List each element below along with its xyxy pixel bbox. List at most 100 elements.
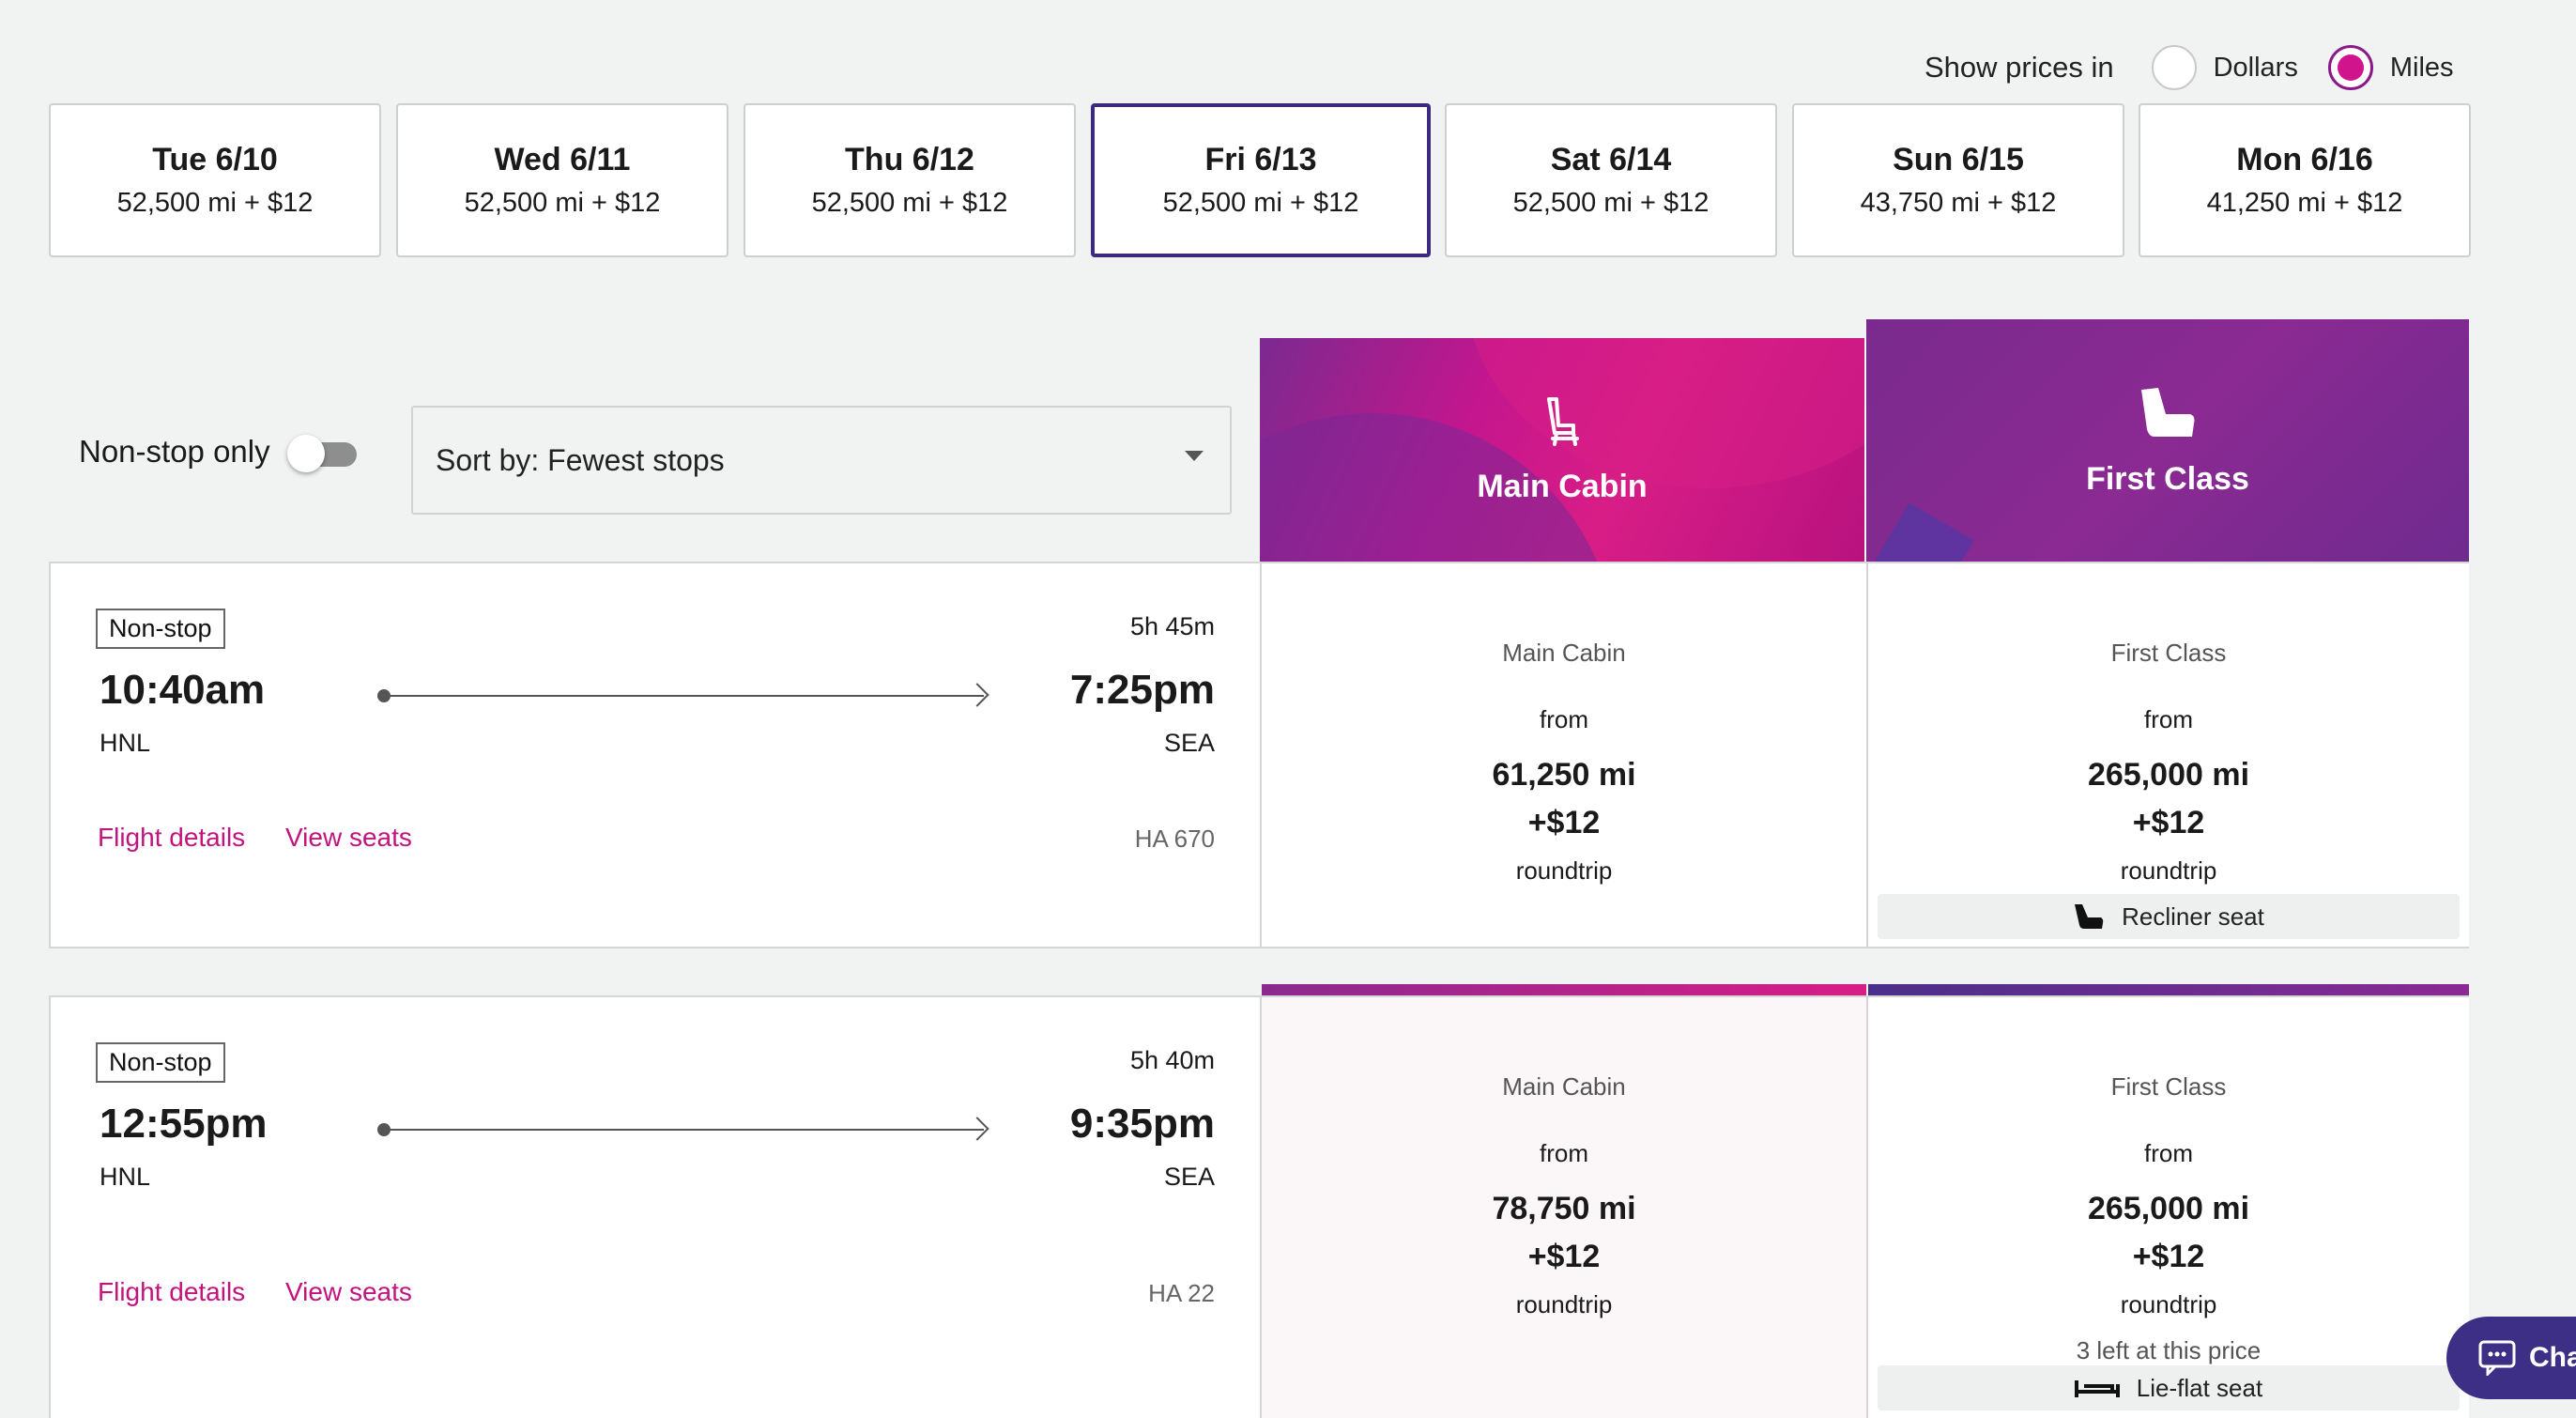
price-from: from <box>1540 705 1588 733</box>
date-tab-day: Tue 6/10 <box>152 142 278 177</box>
seat-icon <box>1547 396 1579 446</box>
header-decoration <box>1466 338 1864 488</box>
first-class-price[interactable]: First Class from 265,000 mi +$12 roundtr… <box>1866 563 2469 947</box>
date-tab-day: Mon 6/16 <box>2236 142 2373 177</box>
chevron-down-icon <box>1185 451 1204 461</box>
flight-info: Non-stop 5h 45m 10:40am 7:25pm HNL SEA F… <box>51 563 1260 947</box>
seat-type-label: Lie-flat seat <box>2136 1373 2263 1402</box>
arrow-right-icon <box>965 683 989 707</box>
flight-info: Non-stop 5h 40m 12:55pm 9:35pm HNL SEA F… <box>51 997 1260 1418</box>
date-tab-price: 41,250 mi + $12 <box>2206 188 2403 218</box>
date-tab-price: 52,500 mi + $12 <box>1162 188 1359 218</box>
miles-label: Miles <box>2389 52 2454 83</box>
dollars-option[interactable]: Dollars <box>2151 45 2298 90</box>
trip-type: roundtrip <box>1515 1290 1613 1318</box>
departure-time: 12:55pm <box>100 1101 268 1147</box>
price-from: from <box>2144 1139 2193 1167</box>
sort-dropdown[interactable]: Sort by: Fewest stops <box>411 406 1232 515</box>
trip-type: roundtrip <box>2120 856 2217 885</box>
flight-duration: 5h 40m <box>1129 1046 1215 1074</box>
date-tab-day: Sun 6/15 <box>1893 142 2024 177</box>
flight-duration: 5h 45m <box>1129 612 1215 640</box>
price-display-toggle: Show prices in Dollars Miles <box>1924 45 2484 90</box>
nonstop-badge: Non-stop <box>96 1042 225 1083</box>
toggle-knob <box>286 435 325 472</box>
date-tab-day: Thu 6/12 <box>845 142 974 177</box>
cabin-name: Main Cabin <box>1502 639 1626 667</box>
origin-dot <box>377 1123 391 1136</box>
price-from: from <box>1540 1139 1588 1167</box>
price-miles: 265,000 mi <box>2087 1191 2250 1226</box>
arrival-airport: SEA <box>1163 729 1215 757</box>
price-toggle-label: Show prices in <box>1924 51 2114 84</box>
arrival-time: 7:25pm <box>1069 667 1215 713</box>
date-tab-price: 52,500 mi + $12 <box>116 188 314 218</box>
flight-details-link[interactable]: Flight details <box>98 1277 246 1306</box>
first-class-title: First Class <box>2086 460 2249 497</box>
main-cabin-price[interactable]: Main Cabin from 78,750 mi +$12 roundtrip <box>1260 984 1866 1418</box>
cabin-name: First Class <box>2110 1072 2227 1101</box>
seat-type-label: Recliner seat <box>2122 902 2264 931</box>
date-tab-sun[interactable]: Sun 6/15 43,750 mi + $12 <box>1792 103 2124 257</box>
dollars-label: Dollars <box>2213 52 2298 83</box>
date-tab-price: 43,750 mi + $12 <box>1860 188 2057 218</box>
dollars-radio[interactable] <box>2151 45 2197 90</box>
date-tab-day: Sat 6/14 <box>1550 142 1672 177</box>
view-seats-link[interactable]: View seats <box>285 1277 412 1306</box>
cabin-color-bar <box>1262 984 1866 995</box>
departure-time: 10:40am <box>100 667 266 713</box>
price-tax: +$12 <box>1527 805 1601 840</box>
price-tax: +$12 <box>2132 1239 2205 1274</box>
view-seats-link[interactable]: View seats <box>285 823 412 852</box>
route-line <box>377 1117 989 1141</box>
miles-radio[interactable] <box>2327 45 2373 90</box>
price-miles: 78,750 mi <box>1492 1191 1636 1226</box>
nonstop-filter: Non-stop only <box>79 434 359 472</box>
first-class-seat-icon <box>2141 387 2195 437</box>
date-tab-mon[interactable]: Mon 6/16 41,250 mi + $12 <box>2139 103 2471 257</box>
date-tab-thu[interactable]: Thu 6/12 52,500 mi + $12 <box>744 103 1076 257</box>
date-tab-wed[interactable]: Wed 6/11 52,500 mi + $12 <box>396 103 728 257</box>
date-tab-sat[interactable]: Sat 6/14 52,500 mi + $12 <box>1445 103 1777 257</box>
nonstop-label: Non-stop only <box>79 434 270 469</box>
cabin-color-bar <box>1868 984 2469 995</box>
nonstop-badge: Non-stop <box>96 609 225 649</box>
price-tax: +$12 <box>2132 805 2205 840</box>
arrival-time: 9:35pm <box>1069 1101 1215 1147</box>
arrow-right-icon <box>965 1117 989 1141</box>
lie-flat-seat-icon <box>2074 1380 2120 1397</box>
miles-option[interactable]: Miles <box>2327 45 2454 90</box>
route-line <box>377 683 989 707</box>
date-tab-fri[interactable]: Fri 6/13 52,500 mi + $12 <box>1091 103 1431 257</box>
main-cabin-title: Main Cabin <box>1477 468 1648 504</box>
recliner-seat-icon <box>2075 904 2104 929</box>
date-tab-price: 52,500 mi + $12 <box>1512 188 1710 218</box>
price-miles: 265,000 mi <box>2087 757 2250 793</box>
first-class-header: First Class <box>1866 319 2469 563</box>
header-decoration <box>1871 502 1974 563</box>
nonstop-toggle[interactable] <box>286 435 359 472</box>
first-class-price[interactable]: First Class from 265,000 mi +$12 roundtr… <box>1866 984 2469 1418</box>
flight-details-link[interactable]: Flight details <box>98 823 246 852</box>
date-tab-tue[interactable]: Tue 6/10 52,500 mi + $12 <box>49 103 381 257</box>
flight-row: Non-stop 5h 40m 12:55pm 9:35pm HNL SEA F… <box>49 984 2469 1418</box>
departure-airport: HNL <box>100 1163 151 1191</box>
seats-left-notice: 3 left at this price <box>2076 1336 2262 1364</box>
price-tax: +$12 <box>1527 1239 1601 1274</box>
seat-type-pill: Recliner seat <box>1878 894 2460 939</box>
origin-dot <box>377 689 391 702</box>
chat-label: Cha <box>2529 1342 2576 1373</box>
arrival-airport: SEA <box>1163 1163 1215 1191</box>
date-tab-day: Fri 6/13 <box>1204 142 1317 177</box>
departure-airport: HNL <box>100 729 151 757</box>
date-tab-day: Wed 6/11 <box>494 142 631 177</box>
chat-button[interactable]: Cha <box>2446 1317 2576 1399</box>
flight-row: Non-stop 5h 45m 10:40am 7:25pm HNL SEA F… <box>49 562 2469 948</box>
price-miles: 61,250 mi <box>1492 757 1636 793</box>
cabin-name: First Class <box>2110 639 2227 667</box>
flight-number: HA 670 <box>1134 825 1215 853</box>
main-cabin-price[interactable]: Main Cabin from 61,250 mi +$12 roundtrip <box>1260 563 1866 947</box>
trip-type: roundtrip <box>1515 856 1613 885</box>
price-from: from <box>2144 705 2193 733</box>
seat-type-pill: Lie-flat seat <box>1878 1365 2460 1410</box>
